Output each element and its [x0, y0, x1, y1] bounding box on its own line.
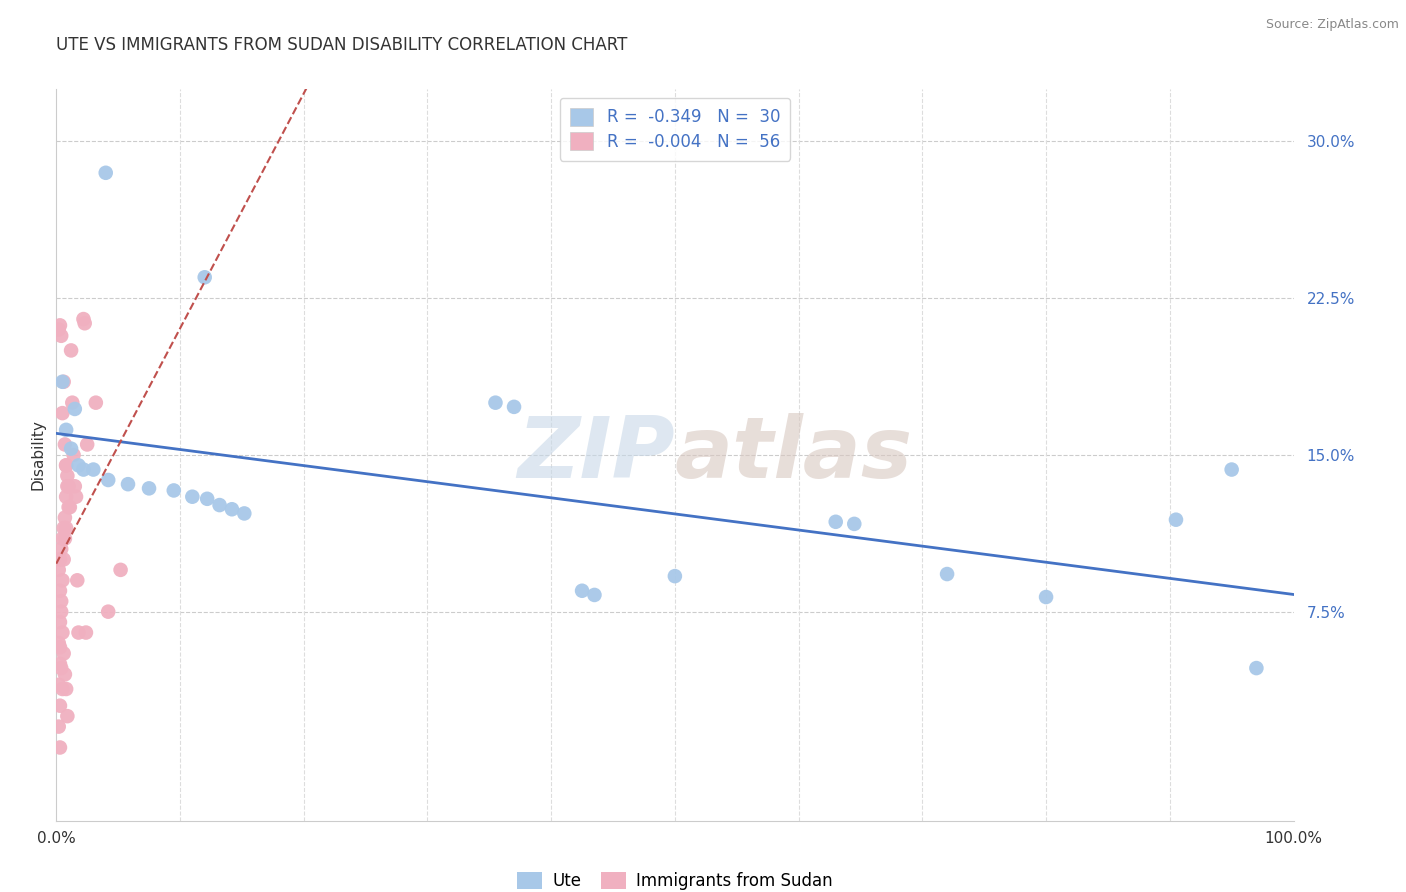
Point	[65, 490, 87, 504]
Point	[49, 552, 72, 566]
Point	[55, 681, 77, 696]
Point	[82, 462, 104, 476]
Point	[53, 667, 76, 681]
Point	[75, 625, 97, 640]
Point	[51, 541, 73, 556]
Point	[59, 500, 82, 515]
Point	[53, 532, 76, 546]
Point	[51, 574, 73, 588]
Point	[55, 490, 77, 504]
Point	[58, 500, 80, 515]
Point	[56, 709, 79, 723]
Point	[1220, 462, 1243, 476]
Point	[51, 532, 73, 546]
Point	[56, 479, 79, 493]
Legend: Ute, Immigrants from Sudan: Ute, Immigrants from Sudan	[510, 865, 839, 892]
Point	[824, 515, 846, 529]
Point	[52, 521, 75, 535]
Point	[163, 483, 186, 498]
Point	[49, 583, 72, 598]
Point	[97, 605, 120, 619]
Point	[583, 588, 606, 602]
Point	[97, 473, 120, 487]
Point	[51, 625, 73, 640]
Point	[1246, 661, 1268, 675]
Point	[48, 720, 70, 734]
Point	[84, 395, 107, 409]
Point	[60, 343, 83, 358]
Point	[51, 594, 73, 608]
Point	[60, 395, 83, 409]
Point	[58, 479, 80, 493]
Point	[181, 490, 204, 504]
Point	[49, 318, 72, 333]
Point	[51, 406, 73, 420]
Point	[503, 400, 526, 414]
Point	[48, 563, 70, 577]
Point	[94, 166, 117, 180]
Point	[51, 328, 73, 343]
Point	[67, 625, 90, 640]
Point	[63, 479, 86, 493]
Point	[67, 458, 90, 473]
Point	[63, 401, 86, 416]
Point	[66, 574, 89, 588]
Point	[936, 567, 959, 582]
Point	[48, 678, 70, 692]
Point	[221, 502, 243, 516]
Point	[571, 583, 593, 598]
Point	[208, 498, 231, 512]
Point	[1164, 513, 1187, 527]
Text: Source: ZipAtlas.com: Source: ZipAtlas.com	[1265, 18, 1399, 31]
Point	[55, 458, 77, 473]
Text: UTE VS IMMIGRANTS FROM SUDAN DISABILITY CORRELATION CHART: UTE VS IMMIGRANTS FROM SUDAN DISABILITY …	[56, 36, 627, 54]
Point	[49, 657, 72, 671]
Point	[53, 437, 76, 451]
Point	[664, 569, 686, 583]
Point	[484, 395, 506, 409]
Point	[195, 491, 218, 506]
Point	[51, 661, 73, 675]
Point	[55, 423, 77, 437]
Point	[72, 312, 94, 326]
Point	[48, 322, 70, 336]
Point	[52, 375, 75, 389]
Point	[138, 481, 160, 495]
Point	[844, 516, 866, 531]
Point	[52, 647, 75, 661]
Point	[62, 448, 84, 462]
Point	[51, 681, 73, 696]
Point	[48, 636, 70, 650]
Point	[56, 468, 79, 483]
Point	[117, 477, 139, 491]
Point	[55, 521, 77, 535]
Text: ZIP: ZIP	[517, 413, 675, 497]
Y-axis label: Disability: Disability	[30, 419, 45, 491]
Point	[60, 442, 83, 456]
Point	[55, 458, 77, 473]
Point	[51, 375, 73, 389]
Point	[52, 552, 75, 566]
Point	[49, 640, 72, 655]
Point	[73, 316, 96, 330]
Point	[110, 563, 132, 577]
Point	[72, 462, 94, 476]
Point	[51, 605, 73, 619]
Text: atlas: atlas	[675, 413, 912, 497]
Point	[49, 615, 72, 629]
Point	[49, 698, 72, 713]
Point	[1035, 590, 1057, 604]
Point	[76, 437, 98, 451]
Point	[49, 740, 72, 755]
Point	[233, 507, 256, 521]
Point	[53, 510, 76, 524]
Point	[194, 270, 217, 285]
